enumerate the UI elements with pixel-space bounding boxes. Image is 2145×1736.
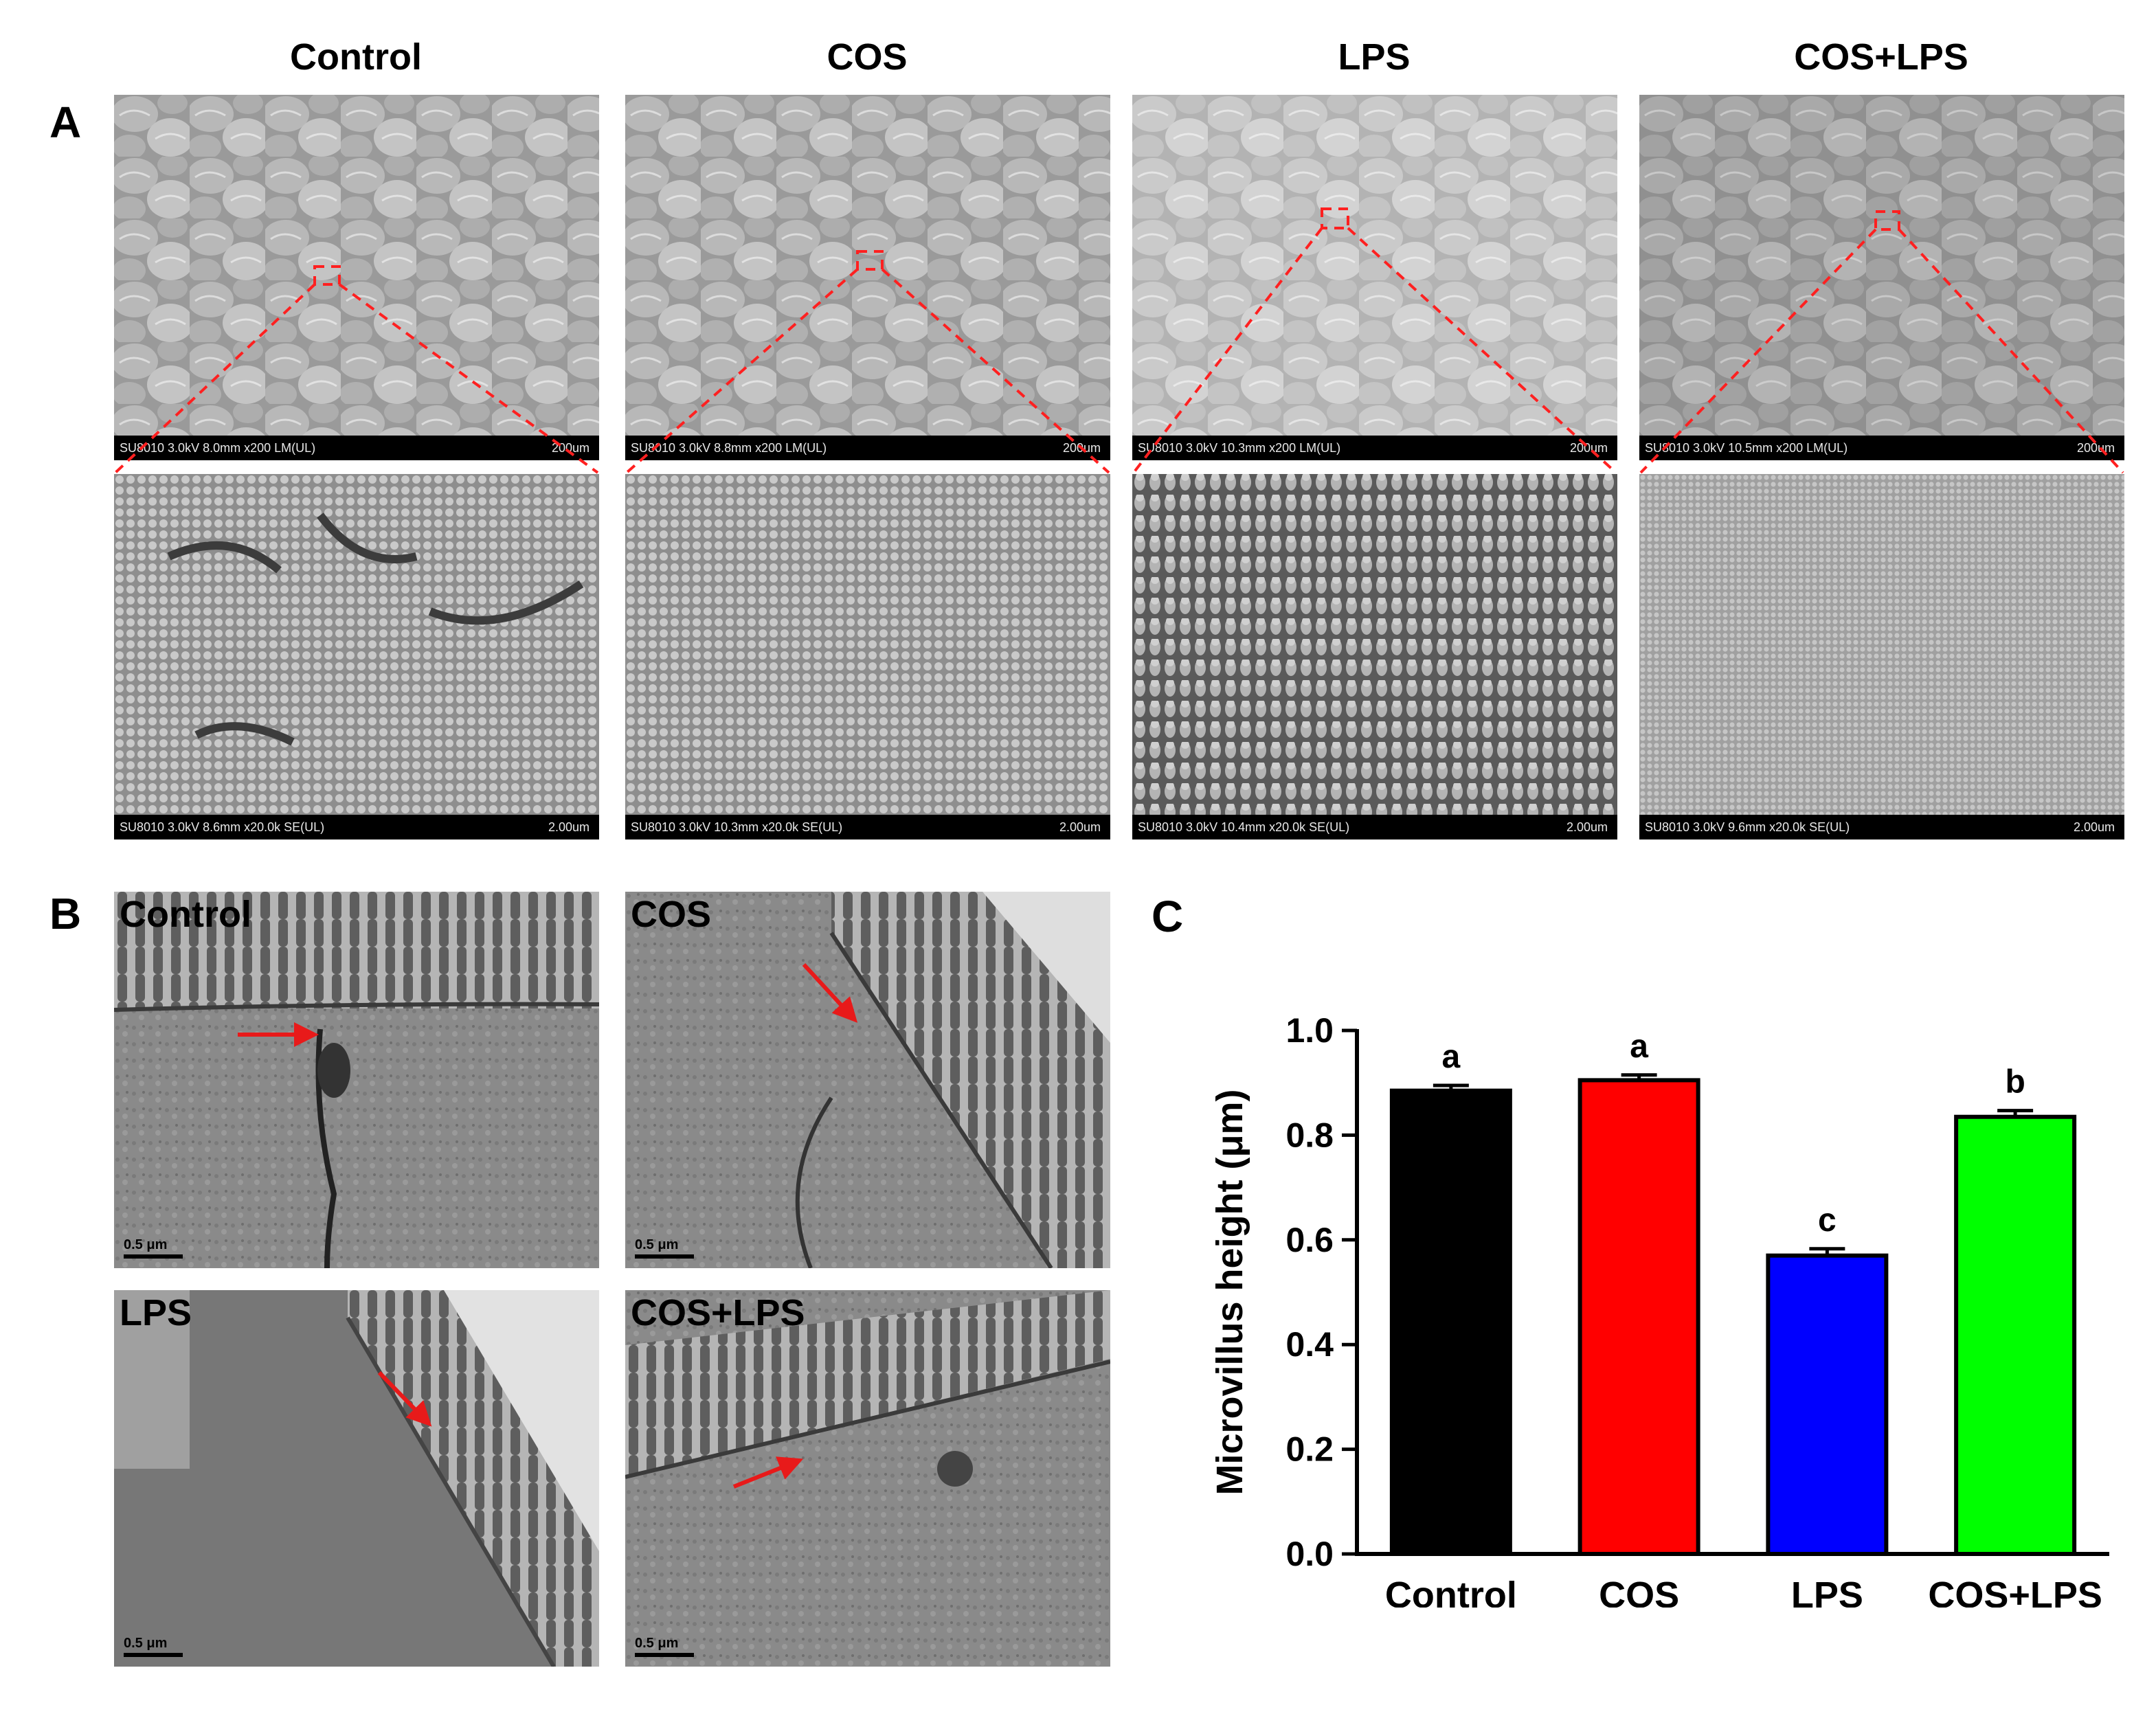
column-title-lps: LPS bbox=[1338, 36, 1411, 78]
scale-bar bbox=[124, 1254, 183, 1259]
panel-label-b: B bbox=[49, 889, 82, 938]
scale-bar-label: 0.5 μm bbox=[124, 1636, 168, 1651]
sem-high-cos-lps: SU8010 3.0kV 9.6mm x20.0k SE(UL) 2.00um bbox=[1639, 474, 2124, 839]
sem-low-cos-lps: SU8010 3.0kV 10.5mm x200 LM(UL) 200um bbox=[1639, 95, 2124, 460]
sem-info-bar: SU8010 3.0kV 8.0mm x200 LM(UL) 200um bbox=[114, 436, 599, 460]
y-tick-label: 0.2 bbox=[1285, 1430, 1334, 1469]
bar-control bbox=[1389, 1088, 1512, 1556]
significance-letter: c bbox=[1818, 1202, 1837, 1239]
sem-info-bar: SU8010 3.0kV 10.3mm x20.0k SE(UL) 2.00um bbox=[625, 815, 1110, 839]
sem-low-cos: SU8010 3.0kV 8.8mm x200 LM(UL) 200um bbox=[625, 95, 1110, 460]
scale-bar bbox=[635, 1653, 694, 1657]
tem-control: Control 0.5 μm bbox=[114, 892, 599, 1268]
y-tick-label: 0.6 bbox=[1285, 1221, 1334, 1259]
x-tick-label: COS+LPS bbox=[1928, 1575, 2102, 1608]
y-tick-label: 1.0 bbox=[1285, 1011, 1334, 1050]
sem-info-bar: SU8010 3.0kV 10.3mm x200 LM(UL) 200um bbox=[1132, 436, 1617, 460]
scale-bar-label: 0.5 μm bbox=[124, 1237, 168, 1252]
y-tick-label: 0.4 bbox=[1285, 1325, 1334, 1364]
sem-info-bar: SU8010 3.0kV 8.6mm x20.0k SE(UL) 2.00um bbox=[114, 815, 599, 839]
bar-cos bbox=[1577, 1078, 1700, 1556]
sem-low-control: SU8010 3.0kV 8.0mm x200 LM(UL) 200um bbox=[114, 95, 599, 460]
panel-label-c: C bbox=[1152, 892, 1184, 941]
sem-high-control: SU8010 3.0kV 8.6mm x20.0k SE(UL) 2.00um bbox=[114, 474, 599, 839]
bar-lps bbox=[1766, 1253, 1889, 1556]
y-tick-label: 0.0 bbox=[1285, 1535, 1334, 1573]
column-title-control: Control bbox=[290, 36, 422, 78]
panel-label-a: A bbox=[49, 98, 82, 147]
column-title-cos-lps: COS+LPS bbox=[1794, 36, 1968, 78]
sem-info-bar: SU8010 3.0kV 9.6mm x20.0k SE(UL) 2.00um bbox=[1639, 815, 2124, 839]
microvillus-height-chart: 0.0 0.2 0.4 0.6 0.8 1.0 Microvillus height (μm… bbox=[1209, 1011, 2109, 1608]
x-tick-label: Control bbox=[1385, 1575, 1517, 1608]
tem-lps: LPS 0.5 μm bbox=[114, 1290, 599, 1667]
scale-bar-label: 0.5 μm bbox=[635, 1237, 679, 1252]
chart-labels: a Control a COS c LPS b COS+LPS bbox=[1385, 1028, 2102, 1608]
sem-low-lps: SU8010 3.0kV 10.3mm x200 LM(UL) 200um bbox=[1132, 95, 1617, 460]
x-tick-label: LPS bbox=[1791, 1575, 1863, 1608]
scale-bar-label: 0.5 μm bbox=[635, 1636, 679, 1651]
tem-cos-lps: COS+LPS 0.5 μm bbox=[625, 1290, 1110, 1667]
scale-bar bbox=[124, 1653, 183, 1657]
y-tick-label: 0.8 bbox=[1285, 1116, 1334, 1154]
significance-letter: a bbox=[1442, 1039, 1461, 1075]
tem-label: Control bbox=[120, 894, 251, 935]
sem-info-bar: SU8010 3.0kV 10.5mm x200 LM(UL) 200um bbox=[1639, 436, 2124, 460]
tem-label: LPS bbox=[120, 1292, 192, 1333]
tem-cos: COS 0.5 μm bbox=[625, 892, 1110, 1268]
sem-info-bar: SU8010 3.0kV 10.4mm x20.0k SE(UL) 2.00um bbox=[1132, 815, 1617, 839]
column-title-cos: COS bbox=[827, 36, 908, 78]
scale-bar bbox=[635, 1254, 694, 1259]
chart-bars bbox=[1389, 1073, 2077, 1557]
sem-high-lps: SU8010 3.0kV 10.4mm x20.0k SE(UL) 2.00um bbox=[1132, 474, 1617, 839]
significance-letter: b bbox=[2005, 1064, 2025, 1101]
significance-letter: a bbox=[1630, 1028, 1648, 1065]
y-axis-title: Microvillus height (μm) bbox=[1209, 1089, 1250, 1495]
sem-info-bar: SU8010 3.0kV 8.8mm x200 LM(UL) 200um bbox=[625, 436, 1110, 460]
x-tick-label: COS bbox=[1599, 1575, 1679, 1608]
bar-cos-lps bbox=[1954, 1114, 2077, 1557]
tem-label: COS bbox=[631, 894, 712, 935]
sem-high-cos: SU8010 3.0kV 10.3mm x20.0k SE(UL) 2.00um bbox=[625, 474, 1110, 839]
tem-label: COS+LPS bbox=[631, 1292, 805, 1333]
